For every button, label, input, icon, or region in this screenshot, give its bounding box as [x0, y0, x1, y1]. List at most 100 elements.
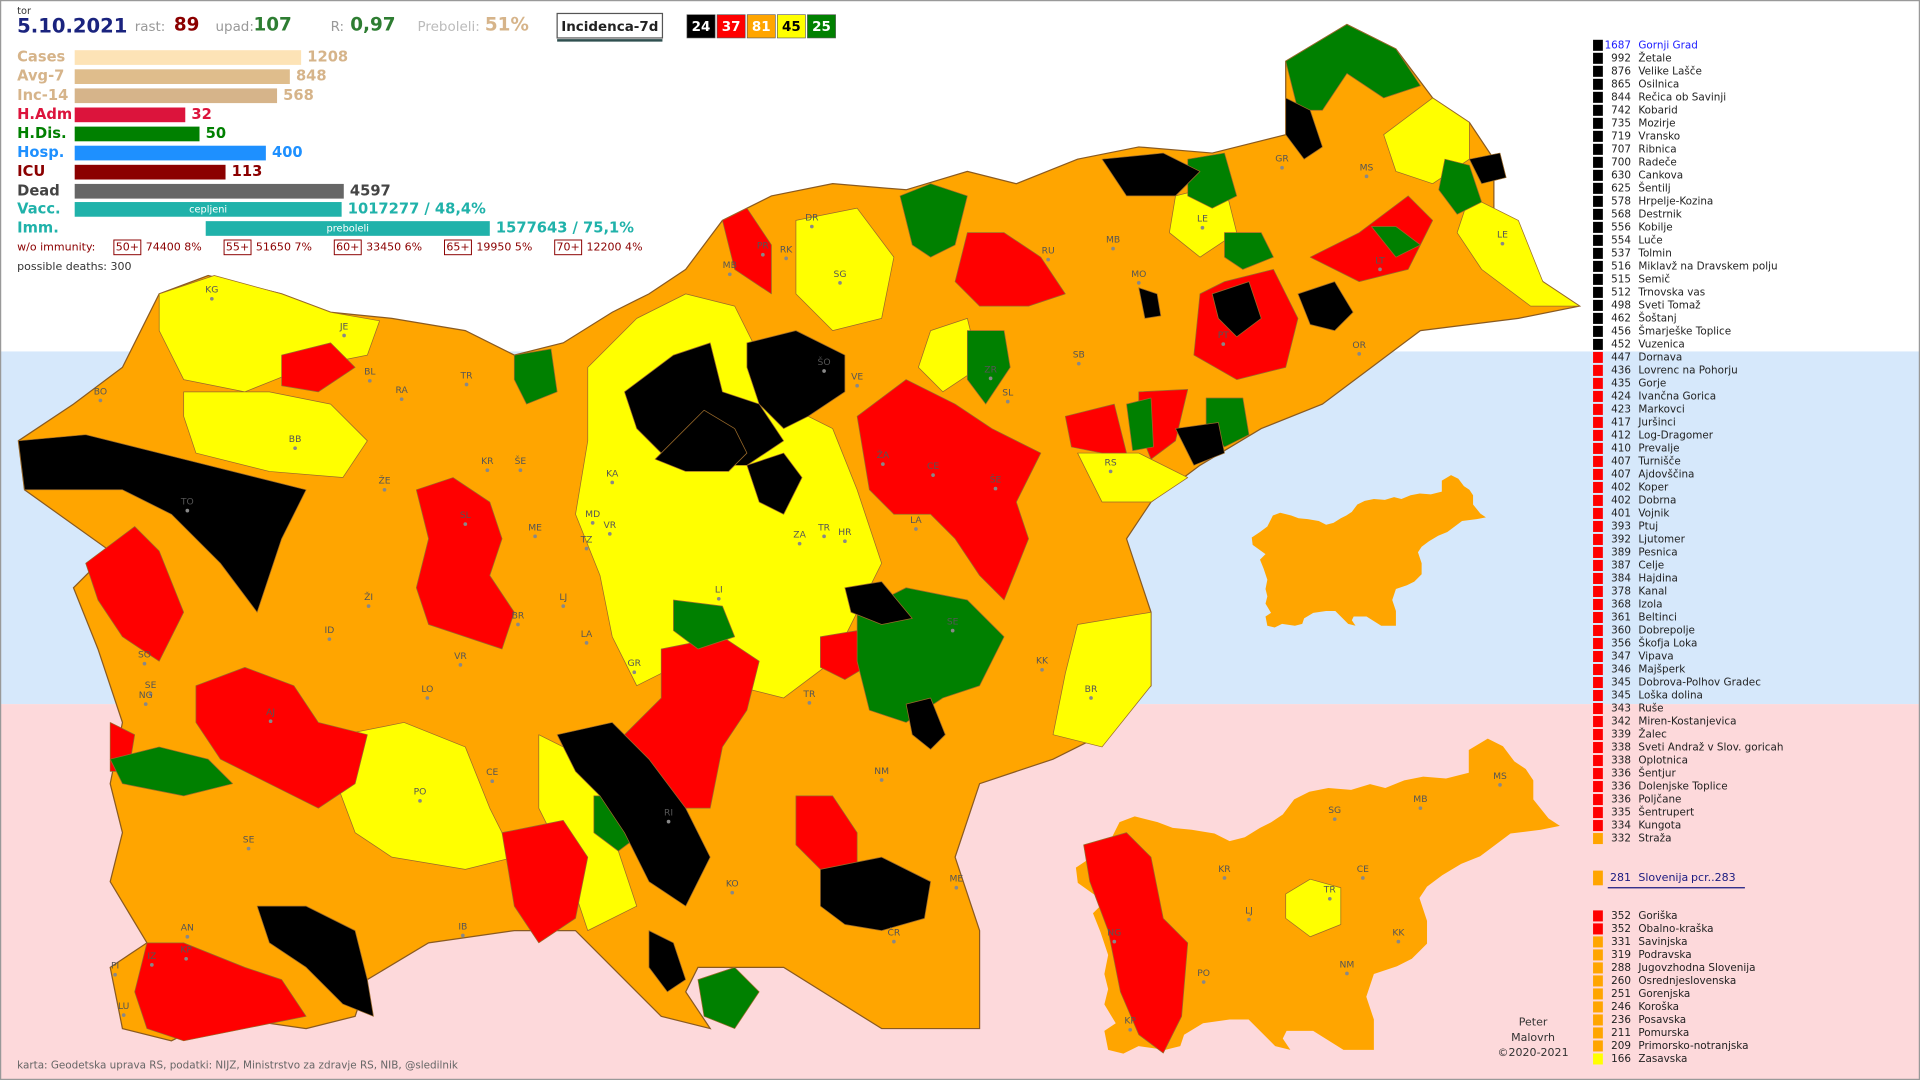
map-label: PO [414, 787, 427, 798]
municipality-name: Prevalje [1638, 442, 1679, 454]
municipality-name: Vojnik [1638, 507, 1669, 519]
map-label: LJ [1245, 906, 1253, 917]
map-dot [185, 934, 190, 939]
municipality-value: 462 [1611, 312, 1631, 324]
map-label: LA [910, 515, 922, 526]
map-dot [1200, 225, 1205, 230]
stat-label: Cases [17, 49, 65, 66]
map-dot [584, 546, 589, 551]
municipality-name: Juršinci [1637, 416, 1675, 428]
age: 50+ [116, 240, 139, 253]
municipality-box [1593, 390, 1603, 402]
municipality-value: 342 [1611, 716, 1631, 728]
map-dot [1500, 241, 1505, 246]
recovered: 51% [485, 15, 529, 36]
map-dot [293, 446, 297, 450]
r: 0,97 [350, 15, 395, 36]
author: Peter [1519, 1015, 1548, 1028]
class-box [746, 14, 776, 39]
map-dot [490, 779, 495, 784]
municipality-box [1593, 143, 1603, 155]
day: tor [17, 6, 32, 17]
map-label: LE [1197, 214, 1208, 225]
map-dot [1089, 696, 1093, 700]
municipality-value: 410 [1611, 442, 1631, 454]
municipality-name: Markovci [1638, 403, 1684, 415]
map-label: TR [460, 370, 474, 381]
map-label: ŠO [818, 356, 831, 368]
region-name: Goriška [1638, 910, 1677, 922]
immunity-label: w/o immunity: [17, 240, 95, 253]
age-box [223, 239, 252, 256]
region-value: 251 [1611, 988, 1631, 1000]
municipality-box [1593, 794, 1603, 806]
map-label: LE [1497, 230, 1508, 241]
map-label: SO [138, 650, 151, 661]
map-dot [150, 963, 154, 967]
map-label: PT [1218, 330, 1230, 341]
possible-deaths: possible deaths: 300 [17, 260, 131, 273]
municipality-name: Kobarid [1638, 104, 1677, 116]
municipality-box [1593, 312, 1603, 324]
class-box [807, 14, 836, 39]
municipality-name: Hajdina [1638, 572, 1678, 584]
municipality-name: Semič [1638, 273, 1670, 285]
class-count: 24 [692, 20, 711, 35]
municipality-name: Ajdovščina [1638, 468, 1694, 480]
map-dot [185, 508, 190, 513]
metric: Incidenca-7d [561, 20, 658, 35]
stat-bar [74, 145, 266, 161]
national-box [1593, 870, 1603, 886]
municipality-box [1593, 468, 1603, 480]
municipality-value: 844 [1611, 91, 1631, 103]
municipality-value: 515 [1611, 273, 1631, 285]
stat-bar [74, 126, 200, 142]
municipality-name: Cankova [1638, 169, 1683, 181]
map-label: SB [1073, 350, 1085, 361]
immunity-value: 51650 7% [256, 240, 312, 253]
municipality-name: Straža [1638, 833, 1671, 845]
map-label: KP [180, 945, 192, 956]
municipality-value: 456 [1611, 325, 1631, 337]
age: 60+ [336, 240, 359, 253]
municipality-value: 742 [1611, 104, 1631, 116]
map-dot [1396, 939, 1401, 944]
map-label: GR [1275, 154, 1289, 165]
municipality-value: 336 [1611, 768, 1631, 780]
region-box [1593, 1014, 1603, 1026]
municipality-name: Tolmin [1637, 247, 1671, 259]
municipality-value: 345 [1611, 677, 1631, 689]
map-dot [1332, 817, 1337, 822]
class-box [776, 14, 806, 39]
map-dot [268, 719, 273, 724]
class-count: 25 [812, 20, 831, 35]
map-label: KG [205, 285, 218, 296]
municipality-name: Dolenjske Toplice [1638, 781, 1727, 793]
age-box [113, 239, 142, 256]
municipality-name: Osilnica [1638, 78, 1679, 90]
class-count: 81 [752, 20, 771, 35]
municipality-value: 392 [1611, 533, 1631, 545]
map-label: BR [1085, 684, 1098, 695]
region-name: Podravska [1638, 949, 1691, 961]
municipality-box [1593, 690, 1603, 702]
map-dot [246, 846, 251, 851]
municipality-name: Lovrenc na Pohorju [1638, 364, 1737, 376]
map-label: LJ [559, 592, 567, 603]
immunity-value: 19950 5% [476, 240, 532, 253]
map-dot [881, 462, 885, 466]
municipality-name: Destrnik [1638, 208, 1681, 220]
map-label: BL [364, 367, 376, 378]
map-dot [561, 604, 566, 608]
map-dot [121, 1013, 126, 1017]
municipality-name: Šentilj [1638, 181, 1670, 194]
stat-label: H.Dis. [17, 125, 66, 142]
municipality-name: Dobrova-Polhov Gradec [1638, 677, 1761, 689]
map-dot [1076, 361, 1081, 366]
municipality-value: 345 [1611, 690, 1631, 702]
map-label: KK [1036, 656, 1049, 667]
decline-label: upad: [216, 20, 254, 35]
municipality-value: 452 [1611, 338, 1631, 350]
map-label: TO [180, 497, 194, 508]
municipality-box [1593, 585, 1603, 597]
